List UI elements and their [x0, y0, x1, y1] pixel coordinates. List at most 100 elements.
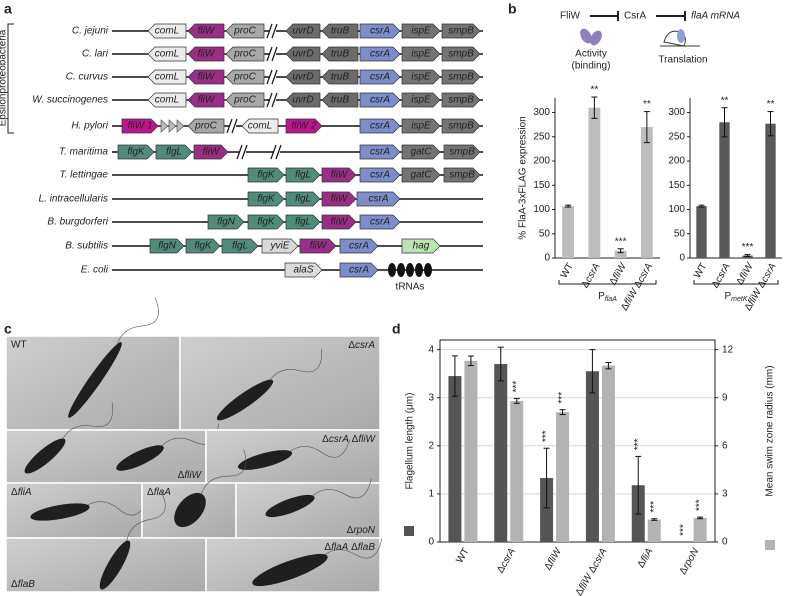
break-mark	[231, 118, 238, 134]
gene-arrow	[339, 238, 379, 254]
micrograph-label: ΔfliW	[178, 470, 203, 481]
gene-name: ispE	[411, 49, 431, 60]
y-tick-label: 150	[668, 180, 685, 191]
bar	[601, 365, 615, 542]
gene-name: fliW	[203, 147, 221, 158]
gene-name: uvrD	[292, 49, 313, 60]
gene-name: csrA	[370, 147, 390, 158]
y2-tick-label: 3	[722, 489, 728, 500]
gene-arrow	[443, 167, 481, 183]
organism-name: B. subtilis	[65, 241, 108, 252]
break-gap	[269, 74, 276, 80]
promoter-main: P	[598, 291, 605, 302]
trna-gene	[406, 263, 414, 277]
break-mark	[275, 144, 282, 160]
bacterium	[99, 540, 131, 590]
gene-name: truB	[331, 26, 350, 37]
translation-label: Translation	[658, 55, 707, 66]
x-tick-label: WT	[455, 546, 472, 565]
gene-arrow	[321, 69, 359, 85]
gene-arrow	[187, 69, 225, 85]
y-tick-label: 0	[679, 253, 685, 264]
gene-name: csrA	[370, 170, 390, 181]
gene-arrow	[359, 144, 401, 160]
gene-arrow	[187, 92, 225, 108]
y-tick-label: 300	[668, 107, 685, 118]
gene-name: smpB	[448, 95, 474, 106]
gene-arrow	[443, 144, 481, 160]
micrograph-label: ΔflaB	[11, 579, 35, 590]
panel-label: d	[392, 321, 401, 337]
y-tick-label: 50	[539, 228, 551, 239]
break-mark	[270, 144, 277, 160]
gene-name: flgN	[158, 241, 177, 252]
gene-arrow	[149, 238, 185, 254]
gene-name: fliW	[331, 170, 349, 181]
x-tick-label: WT	[559, 261, 576, 280]
gene-name: truB	[331, 95, 350, 106]
x-tick-label: ΔfliW ΔcsrA	[573, 546, 609, 596]
gene-arrow	[284, 262, 323, 278]
gene-name: flgK	[127, 147, 146, 158]
y-tick-label: 0	[544, 253, 550, 264]
x-tick-label: ΔfliA	[635, 546, 655, 570]
gene-arrow	[225, 92, 265, 108]
y-tick-label: 250	[668, 131, 685, 142]
bacterium	[265, 494, 315, 518]
gene-arrow	[117, 144, 155, 160]
gene-arrow	[321, 23, 359, 39]
trna-gene	[424, 263, 432, 277]
group-bracket	[558, 280, 657, 285]
gene-name: fliW	[198, 49, 216, 60]
gene-arrow	[187, 46, 225, 62]
gene-arrow	[401, 167, 441, 183]
significance: ***	[742, 242, 754, 253]
y-tick-label: 250	[533, 131, 550, 142]
gene-arrow	[441, 92, 481, 108]
gene-arrow	[261, 238, 299, 254]
gene-name: csrA	[370, 121, 390, 132]
significance: ***	[541, 430, 552, 442]
y-tick-label: 1	[428, 489, 434, 500]
gene-arrow	[359, 46, 401, 62]
gene-name: fliW	[198, 72, 216, 83]
protein-fliw: FliW	[560, 11, 581, 22]
gene-arrow	[359, 167, 401, 183]
bacterium	[174, 492, 206, 528]
promoter-label: PflaA	[598, 291, 617, 303]
gene-arrow	[321, 46, 359, 62]
target-mrna: flaA mRNA	[691, 11, 740, 22]
fliw-icon	[580, 28, 592, 44]
break-mark	[271, 23, 278, 39]
gene-arrow	[359, 23, 401, 39]
trna-gene	[415, 263, 423, 277]
bar	[696, 206, 707, 258]
gene-arrow	[147, 92, 187, 108]
group-bracket	[693, 280, 779, 285]
gene-arrow	[185, 238, 221, 254]
gene-name: proC	[233, 49, 256, 60]
organism-name: W. succinogenes	[32, 95, 108, 106]
organism-name: H. pylori	[71, 121, 108, 132]
significance: ***	[615, 236, 627, 247]
bar	[448, 376, 462, 542]
y-tick-label: 3	[428, 392, 434, 403]
bar	[510, 400, 524, 542]
significance: **	[767, 99, 775, 110]
gene-arrow	[321, 167, 357, 183]
flagellum	[199, 449, 247, 498]
bar	[562, 206, 575, 258]
micrograph	[179, 335, 381, 431]
significance: ***	[649, 501, 660, 513]
gene-arrow	[207, 214, 245, 230]
organism-name: C. curvus	[66, 72, 108, 83]
break-gap	[269, 97, 276, 103]
legend-swatch	[404, 526, 414, 536]
x-tick-label: ΔfliW	[542, 545, 564, 572]
significance: **	[721, 95, 729, 106]
organism-name: L. intracellularis	[39, 194, 108, 205]
gene-arrow	[441, 23, 481, 39]
significance: **	[590, 85, 598, 96]
y-tick-label: 50	[674, 228, 686, 239]
